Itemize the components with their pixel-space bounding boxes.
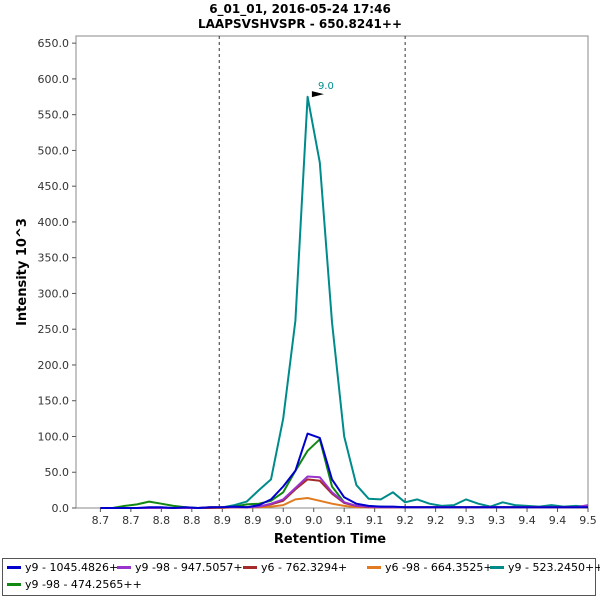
legend: y9 - 1045.4826+ y9 -98 - 947.5057+ y6 - 76…: [2, 558, 600, 596]
x-tick-label: 9.1: [335, 514, 353, 527]
x-tick-label: 8.8: [183, 514, 201, 527]
legend-label: y9 -98 - 947.5057+: [135, 561, 243, 574]
chart-title: 6_01_01, 2016-05-24 17:46: [209, 2, 391, 16]
y-tick-label: 100.0: [38, 430, 70, 443]
legend-label: y9 - 1045.4826+: [25, 561, 119, 574]
legend-swatch: [367, 565, 381, 569]
legend-swatch: [7, 582, 21, 586]
x-tick-label: 9.3: [457, 514, 475, 527]
legend-label: y6 - 762.3294+: [261, 561, 348, 574]
y-tick-label: 350.0: [38, 252, 70, 265]
y-tick-label: 200.0: [38, 359, 70, 372]
chromatogram-chart: 0.0 50.0 100.0 150.0 200.0 250.0 300.0 350.0 400…: [15, 35, 597, 547]
legend-item: y6 -98 - 664.3525+: [367, 561, 493, 575]
legend-item: y9 -98 - 947.5057+: [117, 561, 243, 575]
y-tick-label: 300.0: [38, 287, 70, 300]
legend-swatch: [117, 565, 131, 569]
y-tick-label: 150.0: [38, 395, 70, 408]
legend-item: y9 -98 - 474.2565++: [7, 578, 142, 592]
x-tick-label: 9.4: [549, 514, 567, 527]
legend-label: y9 - 523.2450++: [508, 561, 600, 574]
y-tick-label: 650.0: [38, 37, 70, 50]
y-tick-label: 50.0: [45, 466, 70, 479]
legend-label: y9 -98 - 474.2565++: [25, 578, 142, 591]
x-tick-label: 8.9: [244, 514, 262, 527]
apex-marker: [311, 91, 324, 98]
apex-label: 9.0: [318, 81, 334, 92]
x-tick-label: 9.0: [274, 514, 292, 527]
series-line: [100, 432, 588, 509]
x-axis-label: Retention Time: [274, 532, 386, 547]
x-tick-label: 9.2: [427, 514, 445, 527]
x-tick-label: 9.5: [579, 514, 597, 527]
chart-subtitle: LAAPSVSHVSPR - 650.8241++: [197, 17, 403, 31]
x-tick-label: 8.8: [153, 514, 171, 527]
legend-item: y9 - 1045.4826+: [7, 561, 118, 575]
x-tick-label: 8.7: [122, 514, 140, 527]
y-tick-label: 450.0: [38, 180, 70, 193]
y-tick-label: 550.0: [38, 109, 70, 122]
y-tick-label: 0.0: [52, 502, 70, 515]
x-tick-label: 8.7: [92, 514, 110, 527]
x-tick-label: 9.0: [305, 514, 323, 527]
y-tick-label: 500.0: [38, 144, 70, 157]
y-tick-label: 400.0: [38, 216, 70, 229]
x-tick-label: 9.4: [518, 514, 536, 527]
legend-label: y6 -98 - 664.3525+: [385, 561, 493, 574]
legend-swatch: [243, 565, 257, 569]
y-tick-label: 250.0: [38, 323, 70, 336]
y-axis-label: Intensity 10^3: [15, 218, 30, 326]
y-tick-label: 600.0: [38, 73, 70, 86]
plot-area: [75, 35, 589, 509]
legend-item: y9 - 523.2450++: [490, 561, 600, 575]
legend-swatch: [7, 565, 21, 569]
legend-item: y6 - 762.3294+: [243, 561, 347, 575]
x-tick-label: 8.9: [214, 514, 232, 527]
x-tick-label: 9.3: [488, 514, 506, 527]
x-tick-label: 9.1: [366, 514, 384, 527]
legend-swatch: [490, 565, 504, 569]
x-tick-label: 9.2: [396, 514, 414, 527]
